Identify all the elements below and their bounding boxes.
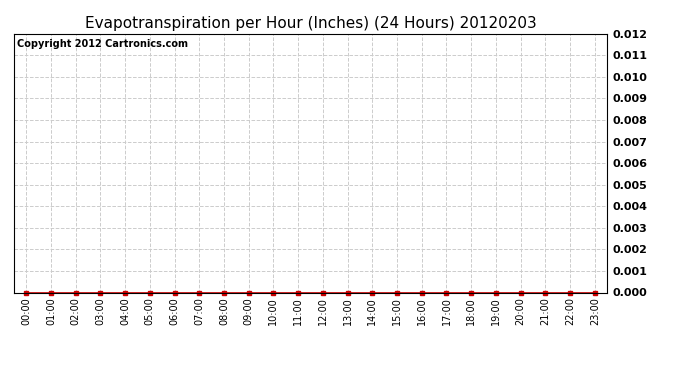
Title: Evapotranspiration per Hour (Inches) (24 Hours) 20120203: Evapotranspiration per Hour (Inches) (24…	[85, 16, 536, 31]
Text: Copyright 2012 Cartronics.com: Copyright 2012 Cartronics.com	[17, 39, 188, 49]
